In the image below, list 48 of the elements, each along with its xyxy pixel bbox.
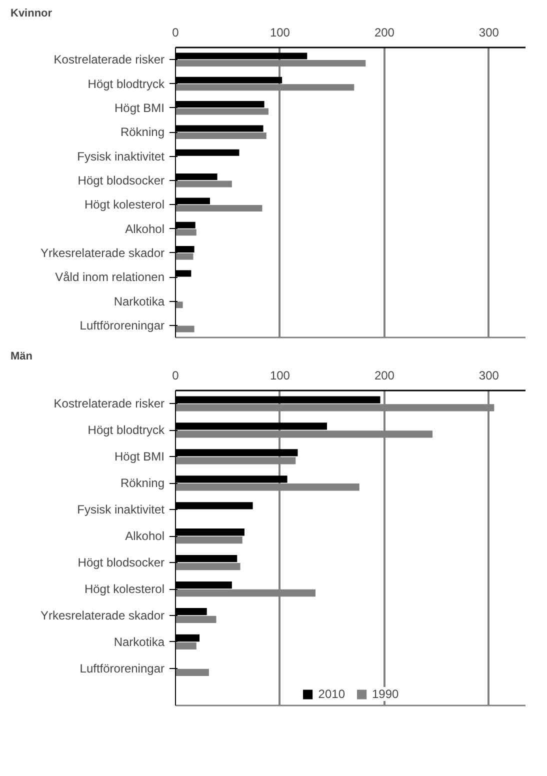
legend-label: 2010 (318, 687, 345, 701)
bar (176, 536, 242, 544)
y-tick-label: Narkotika (114, 294, 165, 308)
x-tick-label: 100 (270, 26, 290, 40)
y-tick-label: Rökning (120, 476, 165, 490)
y-tick-label: Kostrelaterade risker (54, 52, 165, 67)
bar (176, 668, 209, 676)
bar (176, 562, 240, 570)
y-tick-label: Luftföroreningar (80, 661, 165, 676)
x-tick-label: 0 (172, 368, 180, 382)
y-tick-label: Alkohol (125, 222, 164, 236)
y-tick-label: Högt kolesterol (84, 198, 165, 212)
y-tick-label: Högt blodtryck (88, 423, 166, 438)
y-tick-label: Rökning (120, 125, 165, 140)
text: Män (10, 350, 33, 362)
bar (176, 204, 262, 212)
y-tick-label: Högt kolesterol (84, 582, 165, 596)
text: Kvinnor (10, 8, 53, 20)
x-tick-label: 300 (478, 368, 500, 382)
y-tick-label: Luftföroreningar (80, 318, 165, 332)
y-tick-label: Högt BMI (114, 450, 164, 464)
bar (176, 642, 196, 650)
y-tick-label: Yrkesrelaterade skador (40, 246, 165, 260)
x-tick-label: 100 (270, 368, 290, 382)
y-tick-label: Fysisk inaktivitet (77, 149, 166, 164)
legend-label: 1990 (372, 687, 399, 701)
y-tick-label: Våld inom relationen (55, 270, 165, 284)
y-tick-label: Högt blodsocker (78, 556, 165, 570)
y-tick-label: Yrkesrelaterade skador (40, 608, 165, 622)
x-tick-label: 200 (374, 368, 395, 382)
bar (176, 229, 196, 236)
y-tick-label: Fysisk inaktivitet (77, 502, 166, 517)
y-tick-label: Högt blodsocker (78, 173, 165, 188)
y-tick-label: Narkotika (114, 634, 165, 649)
bar (176, 302, 183, 308)
bar (176, 132, 266, 139)
y-tick-label: Kostrelaterade risker (54, 396, 165, 411)
x-tick-label: 200 (374, 26, 395, 40)
bar (176, 108, 268, 115)
x-tick-label: 0 (172, 26, 180, 40)
bar (176, 180, 232, 188)
bar (176, 253, 194, 260)
bar (176, 326, 194, 332)
x-tick-label: 300 (478, 26, 500, 40)
y-tick-label: Högt blodtryck (88, 76, 166, 91)
y-tick-label: Högt BMI (114, 100, 164, 115)
bar (176, 616, 216, 624)
y-tick-label: Alkohol (125, 529, 164, 544)
